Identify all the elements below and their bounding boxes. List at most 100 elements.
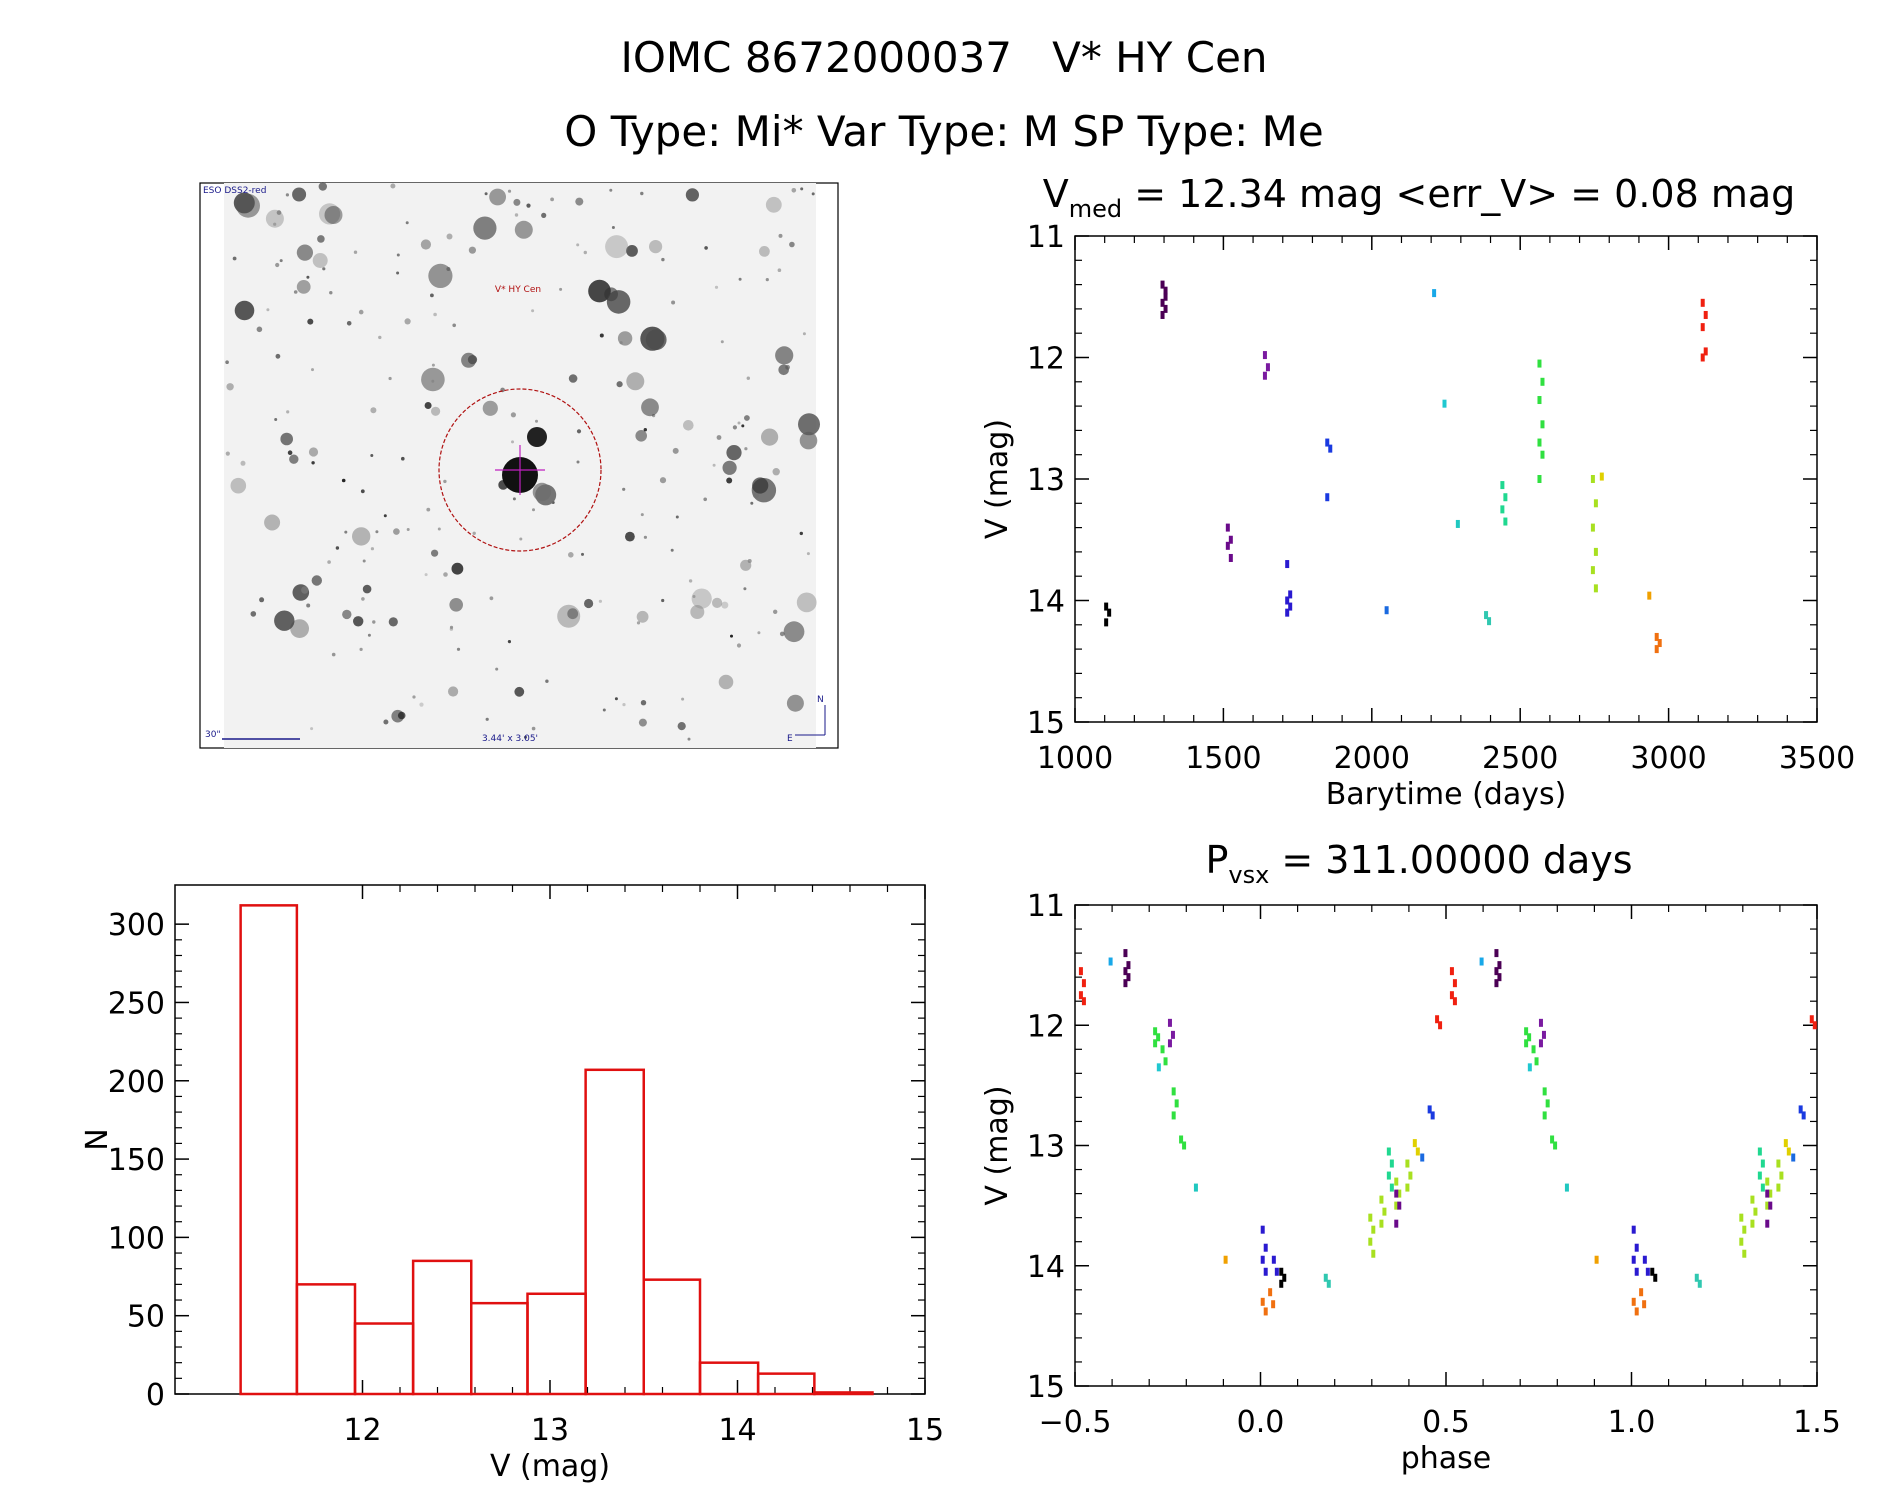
data-point	[1642, 1300, 1647, 1309]
star	[626, 372, 645, 391]
east-label: E	[787, 734, 793, 744]
star	[285, 193, 289, 197]
x-tick-label: 12	[343, 1413, 381, 1448]
star	[456, 647, 461, 651]
star	[296, 280, 311, 294]
histogram-bar	[584, 1068, 645, 1396]
star	[685, 188, 700, 202]
data-point	[1634, 1243, 1639, 1252]
star	[514, 220, 533, 239]
y-tick-label: 11	[1027, 220, 1065, 255]
star	[636, 621, 641, 625]
data-point	[1540, 377, 1545, 386]
data-point	[1160, 310, 1165, 319]
data-point	[1223, 1255, 1228, 1264]
star	[310, 727, 314, 731]
y-tick-label: 13	[1027, 1130, 1065, 1165]
star	[225, 451, 230, 456]
star	[738, 277, 742, 281]
data-point	[1389, 1159, 1394, 1168]
data-point	[1531, 1045, 1536, 1054]
y-tick-label: 0	[146, 1378, 165, 1413]
star	[726, 445, 742, 461]
histogram-bar	[295, 1283, 357, 1396]
data-point	[1126, 973, 1131, 982]
star	[424, 573, 428, 577]
data-point	[1156, 1063, 1161, 1072]
data-point	[1371, 1249, 1376, 1258]
plot-frame	[1074, 904, 1818, 1387]
star	[489, 596, 494, 601]
data-point	[1160, 280, 1165, 289]
y-axis-label: V (mag)	[980, 1085, 1015, 1205]
star	[318, 182, 327, 191]
data-point	[1786, 1147, 1791, 1156]
star	[535, 484, 557, 506]
data-point	[1765, 1201, 1770, 1210]
star	[519, 537, 523, 541]
star	[712, 597, 723, 609]
data-point	[1765, 1219, 1770, 1228]
data-point	[1594, 1255, 1599, 1264]
star	[636, 610, 649, 623]
star	[467, 355, 478, 365]
star	[720, 340, 724, 344]
star	[626, 245, 638, 257]
star	[419, 702, 424, 707]
data-point	[1750, 1195, 1755, 1204]
data-point	[1160, 1045, 1165, 1054]
star	[473, 216, 497, 240]
star	[704, 246, 708, 250]
star	[683, 420, 694, 431]
star	[446, 233, 453, 240]
star	[388, 376, 392, 381]
star	[276, 210, 282, 215]
data-point	[1484, 611, 1489, 620]
data-point	[1394, 1201, 1399, 1210]
star	[293, 290, 298, 294]
star	[322, 267, 326, 271]
data-point	[1368, 1237, 1373, 1246]
star	[240, 460, 246, 466]
y-tick-label: 200	[108, 1065, 165, 1100]
y-tick-label: 300	[108, 908, 165, 943]
data-point	[1653, 1273, 1658, 1282]
star	[511, 440, 514, 444]
star	[761, 428, 779, 446]
star	[670, 548, 674, 552]
data-point	[1394, 1189, 1399, 1198]
data-point	[1167, 1039, 1172, 1048]
star	[559, 287, 563, 291]
x-tick-label: 0.5	[1422, 1405, 1470, 1440]
data-point	[1260, 1297, 1265, 1306]
star	[716, 435, 722, 440]
data-point	[1593, 584, 1598, 593]
data-point	[1279, 1267, 1284, 1276]
star	[799, 431, 818, 450]
y-tick-label: 11	[1027, 889, 1065, 924]
data-point	[1540, 420, 1545, 429]
y-tick-label: 50	[127, 1300, 165, 1335]
data-point	[1700, 298, 1705, 307]
data-point	[1776, 1159, 1781, 1168]
data-point	[1538, 1039, 1543, 1048]
star	[752, 477, 769, 494]
star	[652, 414, 656, 418]
star	[726, 477, 733, 484]
survey-label: ESO DSS2-red	[203, 186, 266, 196]
data-point	[1494, 949, 1499, 958]
star	[526, 203, 531, 208]
star	[420, 239, 431, 250]
y-axis-label: N	[80, 1128, 115, 1150]
star	[472, 531, 476, 535]
star	[802, 332, 806, 336]
star	[361, 597, 365, 601]
sky-image-panel: ESO DSS2-red V* HY Cen 30" 3.44' x 3.05'…	[199, 182, 839, 749]
data-point	[1455, 519, 1460, 528]
data-point	[1325, 493, 1330, 502]
star	[344, 530, 348, 534]
data-point	[1542, 1087, 1547, 1096]
star	[289, 454, 299, 464]
star	[690, 605, 705, 619]
